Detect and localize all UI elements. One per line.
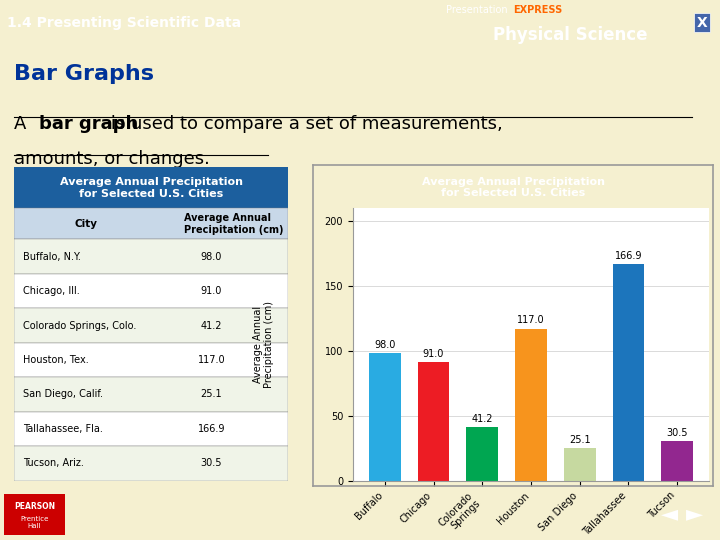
Text: 25.1: 25.1: [569, 435, 590, 445]
Text: EXPRESS: EXPRESS: [513, 5, 562, 15]
Bar: [662, 441, 693, 481]
Text: Physical Science: Physical Science: [493, 26, 648, 44]
Y-axis label: Average Annual
Precipitation (cm): Average Annual Precipitation (cm): [253, 301, 274, 388]
Text: Colorado Springs, Colo.: Colorado Springs, Colo.: [22, 321, 136, 330]
Text: 91.0: 91.0: [423, 349, 444, 359]
Text: ►: ►: [686, 504, 703, 524]
Text: Houston, Tex.: Houston, Tex.: [22, 355, 89, 365]
Text: 25.1: 25.1: [201, 389, 222, 400]
Text: PEARSON: PEARSON: [14, 502, 55, 511]
Text: A: A: [14, 115, 32, 133]
FancyBboxPatch shape: [14, 446, 288, 481]
Text: 117.0: 117.0: [517, 315, 545, 326]
FancyBboxPatch shape: [14, 239, 288, 274]
Bar: [369, 353, 400, 481]
Text: Bar Graphs: Bar Graphs: [14, 64, 154, 84]
Text: 98.0: 98.0: [374, 340, 395, 350]
Text: Prentice
Hall: Prentice Hall: [20, 516, 49, 529]
Text: X: X: [697, 16, 707, 30]
Text: 117.0: 117.0: [197, 355, 225, 365]
Text: 166.9: 166.9: [615, 251, 642, 261]
FancyBboxPatch shape: [4, 494, 65, 535]
Text: Buffalo, N.Y.: Buffalo, N.Y.: [22, 252, 81, 262]
Text: Tucson, Ariz.: Tucson, Ariz.: [22, 458, 84, 468]
Text: City: City: [75, 219, 98, 229]
Text: 1.4 Presenting Scientific Data: 1.4 Presenting Scientific Data: [7, 16, 241, 30]
Bar: [418, 362, 449, 481]
FancyBboxPatch shape: [14, 274, 288, 308]
FancyBboxPatch shape: [14, 411, 288, 446]
Text: Average Annual
Precipitation (cm): Average Annual Precipitation (cm): [184, 213, 284, 234]
Bar: [564, 448, 595, 481]
Text: Chicago, Ill.: Chicago, Ill.: [22, 286, 79, 296]
FancyBboxPatch shape: [14, 343, 288, 377]
Text: San Diego, Calif.: San Diego, Calif.: [22, 389, 103, 400]
Text: 166.9: 166.9: [198, 424, 225, 434]
Text: 41.2: 41.2: [472, 414, 493, 424]
Text: 98.0: 98.0: [201, 252, 222, 262]
Bar: [613, 264, 644, 481]
Text: Presentation: Presentation: [446, 5, 508, 15]
FancyBboxPatch shape: [14, 377, 288, 411]
FancyBboxPatch shape: [14, 208, 288, 239]
Text: Tallahassee, Fla.: Tallahassee, Fla.: [22, 424, 102, 434]
Text: 30.5: 30.5: [201, 458, 222, 468]
Bar: [516, 329, 546, 481]
Text: 91.0: 91.0: [201, 286, 222, 296]
Text: Average Annual Precipitation
for Selected U.S. Cities: Average Annual Precipitation for Selecte…: [421, 177, 605, 198]
Bar: [467, 427, 498, 481]
FancyBboxPatch shape: [14, 167, 288, 208]
Text: ◄: ◄: [661, 504, 678, 524]
Text: is used to compare a set of measurements,: is used to compare a set of measurements…: [104, 115, 503, 133]
FancyBboxPatch shape: [14, 308, 288, 343]
Text: 41.2: 41.2: [201, 321, 222, 330]
Text: amounts, or changes.: amounts, or changes.: [14, 150, 210, 168]
Text: bar graph: bar graph: [39, 115, 138, 133]
Text: 30.5: 30.5: [667, 428, 688, 438]
Text: Average Annual Precipitation
for Selected U.S. Cities: Average Annual Precipitation for Selecte…: [60, 177, 243, 199]
